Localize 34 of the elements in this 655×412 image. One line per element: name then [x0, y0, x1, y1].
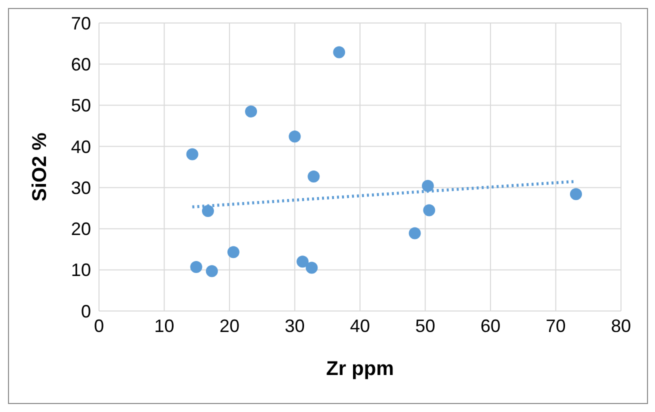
x-tick-label: 50 [415, 316, 436, 336]
y-tick-label: 60 [70, 54, 91, 75]
y-tick-label: 70 [70, 13, 91, 34]
point [202, 205, 214, 218]
y-tick-label: 10 [70, 260, 91, 280]
x-tick-label: 40 [350, 316, 370, 336]
point [296, 256, 309, 268]
point [333, 46, 346, 58]
x-tick-label: 20 [219, 316, 240, 336]
y-tick-label: 30 [70, 178, 91, 198]
x-tick-label: 60 [480, 316, 501, 336]
x-tick-label: 70 [546, 316, 566, 336]
x-tick-label: 30 [284, 316, 305, 336]
y-tick-label: 50 [70, 96, 91, 116]
point [423, 204, 436, 216]
y-tick-label: 20 [70, 219, 91, 240]
x-tick-label: 10 [154, 316, 174, 336]
point [288, 130, 301, 143]
point [306, 262, 318, 274]
x-tick-label: 80 [610, 316, 632, 336]
x-axis-title: Zr ppm [326, 358, 394, 380]
y-axis-title: SiO2 % [29, 132, 52, 202]
point [245, 105, 258, 118]
point [408, 227, 421, 240]
x-tick-label: 0 [94, 316, 104, 336]
point [227, 246, 240, 258]
point [206, 265, 218, 278]
point [308, 170, 320, 182]
y-tick-label: 40 [70, 136, 91, 157]
point [422, 180, 434, 192]
y-tick-label: 0 [80, 301, 91, 322]
point [186, 148, 198, 160]
point [190, 260, 202, 273]
point [570, 188, 582, 200]
